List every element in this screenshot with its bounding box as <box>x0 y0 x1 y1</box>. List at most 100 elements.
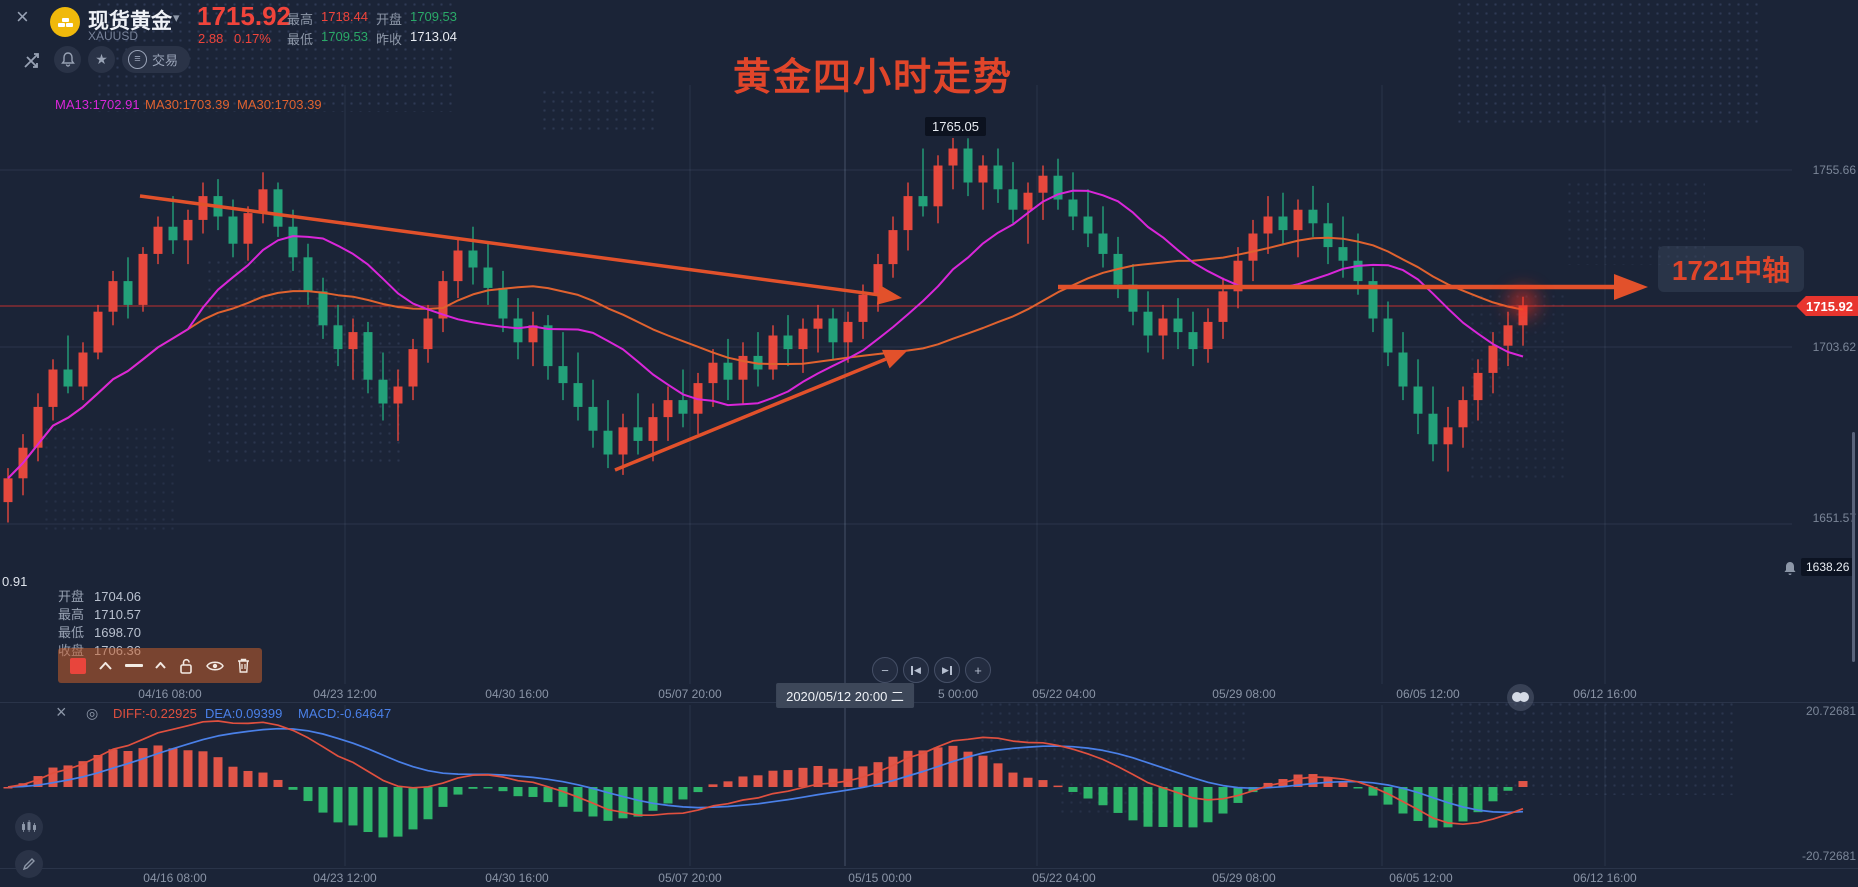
time-label: 05/29 08:00 <box>1212 871 1276 885</box>
map-dots <box>1058 762 1173 817</box>
ma30-label-2[interactable]: MA30:1703.39 <box>237 97 322 112</box>
stat-label-prevclose: 昨收 <box>376 32 403 47</box>
time-label: 05/22 04:00 <box>1032 687 1096 701</box>
partial-price-label: 0.91 <box>2 574 28 589</box>
current-price-tag: 1715.92 <box>1796 296 1858 316</box>
candlestick-icon <box>22 820 36 832</box>
trend-arrows-icon[interactable] <box>22 51 42 71</box>
map-dots <box>978 700 1248 765</box>
zoom-out-button[interactable]: − <box>872 657 898 683</box>
chevron-up-icon-small[interactable] <box>155 662 167 669</box>
price-tick-3: 1651.57 <box>1812 511 1856 525</box>
tooltip-low-value: 1698.70 <box>94 625 141 640</box>
line-style-button[interactable] <box>124 664 143 667</box>
map-dots <box>1448 700 1733 795</box>
macd-diff-label: DIFF:-0.22925 <box>113 706 197 721</box>
time-label: 06/05 12:00 <box>1396 687 1460 701</box>
unlock-icon[interactable] <box>179 658 193 674</box>
scrollbar[interactable] <box>1852 432 1855 662</box>
instrument-logo <box>50 7 80 37</box>
trash-icon[interactable] <box>237 658 250 673</box>
macd-value-label: MACD:-0.64647 <box>298 706 392 721</box>
time-label: 04/16 08:00 <box>138 687 202 701</box>
map-dots <box>1468 292 1568 482</box>
chart-type-button[interactable] <box>15 813 43 841</box>
midline-annotation: 1721中轴 <box>1658 246 1804 292</box>
price-change-pct: 0.17% <box>234 31 271 46</box>
price-change: 2.88 <box>198 31 224 46</box>
trade-button-label: 交易 <box>152 53 179 68</box>
map-dots <box>205 258 400 468</box>
time-label: 06/12 16:00 <box>1573 687 1637 701</box>
bell-icon <box>60 52 75 67</box>
zoom-in-button[interactable]: + <box>965 657 991 683</box>
color-swatch-button[interactable] <box>70 657 87 674</box>
draw-button[interactable] <box>15 850 43 878</box>
tooltip-high-value: 1710.57 <box>94 607 141 622</box>
stat-label-low: 最低 <box>287 32 314 47</box>
tooltip-high-row: 最高 1710.57 <box>58 607 141 622</box>
time-label: 05/07 20:00 <box>658 871 722 885</box>
menu-icon: ≡ <box>128 50 147 69</box>
eye-icon[interactable] <box>205 660 224 672</box>
prev-icon: ◀ <box>914 664 921 675</box>
macd-dea-label: DEA:0.09399 <box>205 706 283 721</box>
favorite-star-button[interactable]: ★ <box>88 46 115 73</box>
time-label-partial: 5 00:00 <box>937 687 979 701</box>
macd-close-icon[interactable]: × <box>56 702 67 722</box>
ma30-label[interactable]: MA30:1703.39 <box>145 97 230 112</box>
price-tick-1: 1755.66 <box>1812 163 1856 177</box>
chevron-down-icon[interactable]: ▾ <box>173 10 180 25</box>
macd-settings-icon[interactable]: ◎ <box>86 705 99 721</box>
time-label: 04/30 16:00 <box>485 871 549 885</box>
map-dots <box>540 88 660 130</box>
alert-price-label: 1638.26 <box>1801 558 1855 576</box>
macd-axis-max: 20.72681 <box>1805 704 1856 718</box>
stat-value-low: 1709.53 <box>321 29 368 44</box>
last-price: 1715.92 <box>197 1 291 31</box>
gold-bars-icon <box>50 7 80 37</box>
peak-price-label: 1765.05 <box>925 117 986 136</box>
time-label: 06/05 12:00 <box>1389 871 1453 885</box>
symbol-name[interactable]: 现货黄金 <box>88 10 172 33</box>
time-label: 04/23 12:00 <box>313 871 377 885</box>
time-label: 04/30 16:00 <box>485 687 549 701</box>
time-label: 04/23 12:00 <box>313 687 377 701</box>
stat-value-prevclose: 1713.04 <box>410 29 457 44</box>
time-label: 06/12 16:00 <box>1573 871 1637 885</box>
map-dots <box>1455 0 1760 128</box>
next-icon: ▶ <box>942 664 949 675</box>
tooltip-low-row: 最低 1698.70 <box>58 625 141 640</box>
stat-value-high: 1718.44 <box>321 9 368 24</box>
time-label: 05/22 04:00 <box>1032 871 1096 885</box>
time-label: 04/16 08:00 <box>143 871 207 885</box>
time-label: 05/29 08:00 <box>1212 687 1276 701</box>
stat-value-open: 1709.53 <box>410 9 457 24</box>
chevron-up-icon[interactable] <box>99 661 112 670</box>
panel-divider <box>0 702 1858 703</box>
stat-label-high: 最高 <box>287 12 314 27</box>
close-icon[interactable]: × <box>16 4 29 29</box>
ma13-label[interactable]: MA13:1702.91 <box>55 97 140 112</box>
tooltip-open-value: 1704.06 <box>94 589 141 604</box>
macd-axis-min: -20.72681 <box>1801 849 1856 863</box>
price-tick-2: 1703.62 <box>1812 340 1856 354</box>
map-dots <box>42 425 177 530</box>
jump-end-button[interactable]: ▶ <box>934 657 960 683</box>
panel-divider <box>0 868 1858 869</box>
chart-annotation-title: 黄金四小时走势 <box>733 57 1014 99</box>
jump-start-button[interactable]: ◀ <box>903 657 929 683</box>
stat-label-open: 开盘 <box>376 12 403 27</box>
pencil-icon <box>22 858 35 871</box>
alert-bell-icon[interactable] <box>1783 561 1797 576</box>
time-label: 05/15 00:00 <box>848 871 912 885</box>
midline-annotation-text: 1721中轴 <box>1671 255 1791 286</box>
alerts-bell-button[interactable] <box>54 46 81 73</box>
compare-icon[interactable] <box>1507 684 1534 711</box>
star-icon: ★ <box>95 51 108 67</box>
trade-button[interactable]: ≡ 交易 <box>122 46 191 73</box>
symbol-code: XAUUSD <box>88 29 139 43</box>
tooltip-open-row: 开盘 1704.06 <box>58 589 141 604</box>
crosshair-date-label: 2020/05/12 20:00 二 <box>776 683 914 708</box>
